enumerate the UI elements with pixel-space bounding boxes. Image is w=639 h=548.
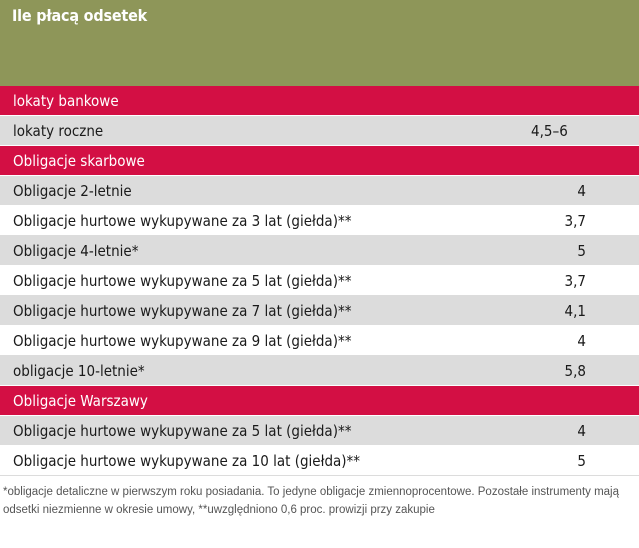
table-row: obligacje 10-letnie* 5,8 bbox=[0, 356, 639, 386]
section-label: Obligacje skarbowe bbox=[13, 151, 145, 170]
row-value: 4 bbox=[577, 331, 586, 350]
row-label: Obligacje hurtowe wykupywane za 5 lat (g… bbox=[13, 271, 352, 290]
table-row: Obligacje 2-letnie 4 bbox=[0, 176, 639, 206]
row-label: obligacje 10-letnie* bbox=[13, 361, 145, 380]
table-row: Obligacje hurtowe wykupywane za 7 lat (g… bbox=[0, 296, 639, 326]
row-label: Obligacje 4-letnie* bbox=[13, 241, 139, 260]
section-header-skarbowe: Obligacje skarbowe bbox=[0, 146, 639, 176]
row-label: Obligacje 2-letnie bbox=[13, 181, 132, 200]
row-label: Obligacje hurtowe wykupywane za 9 lat (g… bbox=[13, 331, 352, 350]
table-row: Obligacje hurtowe wykupywane za 3 lat (g… bbox=[0, 206, 639, 236]
row-label: Obligacje hurtowe wykupywane za 10 lat (… bbox=[13, 451, 361, 470]
row-value: 4,5–6 bbox=[531, 121, 568, 140]
section-label: Obligacje Warszawy bbox=[13, 391, 148, 410]
row-value: 3,7 bbox=[564, 271, 586, 290]
interest-table: Ile płacą odsetek lokaty bankowe lokaty … bbox=[0, 0, 639, 476]
table-row: Obligacje hurtowe wykupywane za 5 lat (g… bbox=[0, 266, 639, 296]
row-label: Obligacje hurtowe wykupywane za 7 lat (g… bbox=[13, 301, 352, 320]
table-title: Ile płacą odsetek bbox=[12, 6, 148, 25]
section-header-warszawy: Obligacje Warszawy bbox=[0, 386, 639, 416]
section-label: lokaty bankowe bbox=[13, 91, 119, 110]
row-value: 3,7 bbox=[564, 211, 586, 230]
table-row: Obligacje 4-letnie* 5 bbox=[0, 236, 639, 266]
section-header-lokaty: lokaty bankowe bbox=[0, 86, 639, 116]
row-value: 4 bbox=[577, 181, 586, 200]
row-value: 5 bbox=[577, 241, 586, 260]
table-row: Obligacje hurtowe wykupywane za 9 lat (g… bbox=[0, 326, 639, 356]
row-value: 4,1 bbox=[564, 301, 586, 320]
table-row: lokaty roczne 4,5–6 bbox=[0, 116, 639, 146]
row-value: 5 bbox=[577, 451, 586, 470]
table-row: Obligacje hurtowe wykupywane za 5 lat (g… bbox=[0, 416, 639, 446]
row-label: Obligacje hurtowe wykupywane za 5 lat (g… bbox=[13, 421, 352, 440]
table-row: Obligacje hurtowe wykupywane za 10 lat (… bbox=[0, 446, 639, 476]
row-value: 5,8 bbox=[564, 361, 586, 380]
table-header: Ile płacą odsetek bbox=[0, 0, 639, 86]
row-value: 4 bbox=[577, 421, 586, 440]
row-label: lokaty roczne bbox=[13, 121, 104, 140]
row-label: Obligacje hurtowe wykupywane za 3 lat (g… bbox=[13, 211, 352, 230]
footnote: *obligacje detaliczne w pierwszym roku p… bbox=[3, 486, 620, 516]
